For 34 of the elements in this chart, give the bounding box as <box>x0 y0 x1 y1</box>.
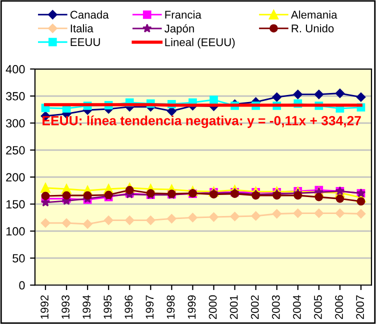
x-tick-label: 1995 <box>104 295 112 319</box>
x-tick-label: 1993 <box>62 295 70 319</box>
legend-label: Japón <box>164 24 194 35</box>
x-tick-label: 1999 <box>188 295 196 319</box>
x-tick-label: 1992 <box>40 295 48 319</box>
legend-label: Italia <box>70 24 94 32</box>
legend-label: Lineal (EEUU) <box>165 38 235 48</box>
y-tick-label: 300 <box>6 119 25 128</box>
x-tick-label: 1997 <box>146 295 154 319</box>
y-tick-label: 400 <box>6 65 25 74</box>
y-tick-label: 200 <box>6 173 25 182</box>
x-tick-label: 1994 <box>82 295 91 319</box>
x-tick-label: 2006 <box>335 295 343 319</box>
y-tick-label: 150 <box>6 200 25 208</box>
y-tick-label: 0 <box>19 281 25 290</box>
y-tick-label: 350 <box>6 92 25 100</box>
x-tick-label: 1996 <box>124 295 133 319</box>
legend-label: Canada <box>70 10 109 19</box>
x-tick-label: 2002 <box>250 295 259 319</box>
x-tick-label: 2000 <box>208 295 217 319</box>
legend-label: Francia <box>165 10 202 19</box>
y-tick-label: 100 <box>6 227 25 236</box>
y-tick-label: 50 <box>12 254 25 262</box>
y-tick-label: 250 <box>6 146 25 154</box>
x-tick-label: 2007 <box>356 295 364 319</box>
legend-label: R. Unido <box>292 24 334 32</box>
annotation: EEUU: línea tendencia negativa: y = -0,11x + 334,27 <box>42 116 361 128</box>
x-tick-label: 2005 <box>314 295 322 319</box>
x-tick-label: 2004 <box>292 295 301 319</box>
legend-label: Alemania <box>290 10 338 19</box>
x-tick-label: 2003 <box>272 295 280 319</box>
legend-label: EEUU <box>70 38 100 46</box>
x-tick-label: 2001 <box>230 295 238 319</box>
x-tick-label: 1998 <box>166 295 175 319</box>
